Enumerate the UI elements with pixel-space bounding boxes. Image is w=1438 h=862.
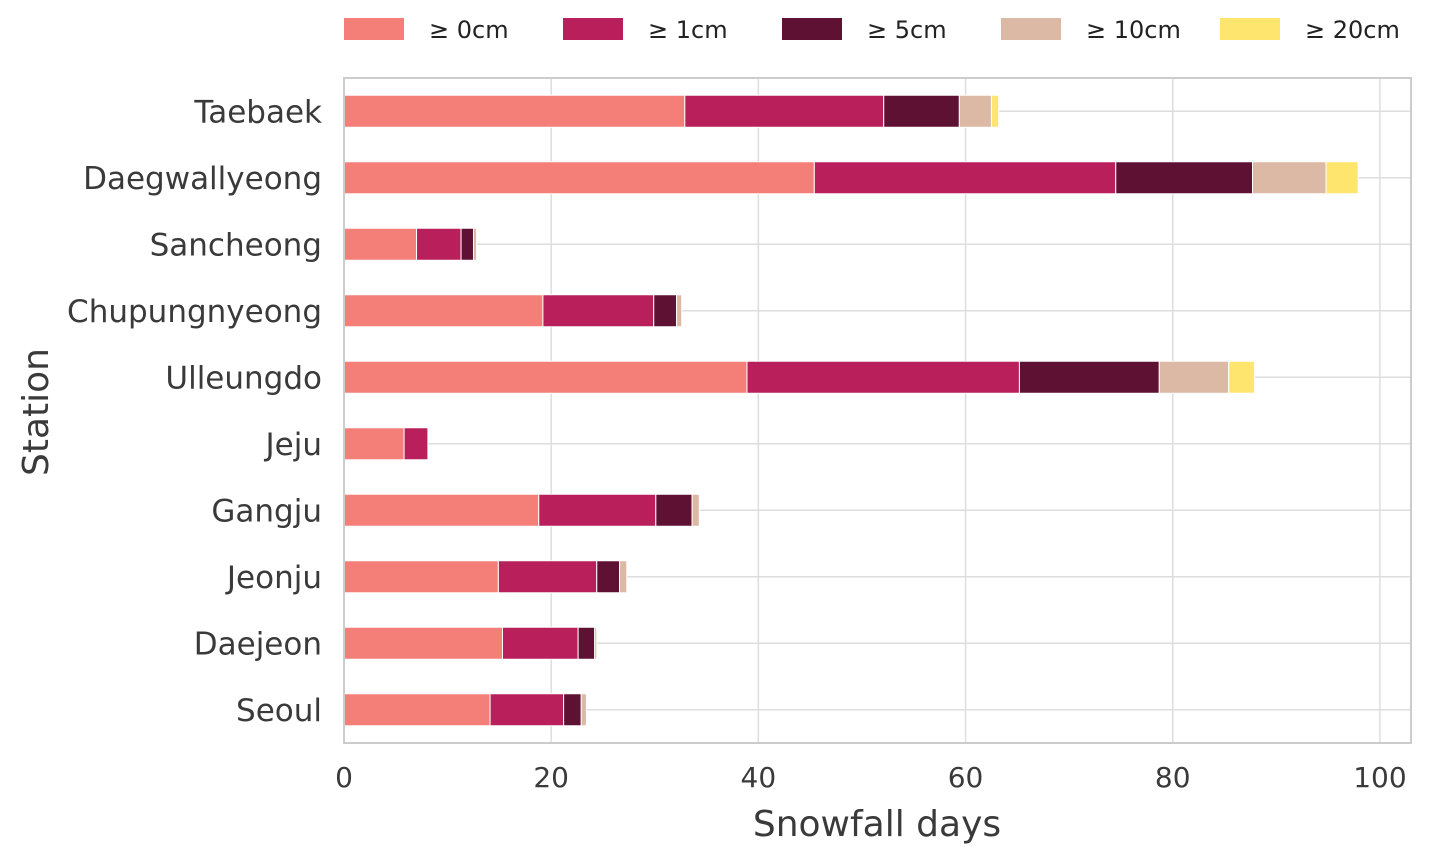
bar-segment bbox=[343, 626, 503, 660]
legend-swatch bbox=[1220, 18, 1280, 40]
bar-segment bbox=[538, 493, 657, 527]
bar-segment bbox=[501, 626, 579, 660]
bar-segment bbox=[958, 94, 992, 128]
bar-segment bbox=[619, 560, 628, 594]
bar-segment bbox=[542, 294, 655, 328]
bar-segment bbox=[1158, 360, 1230, 394]
bar-segment bbox=[594, 626, 598, 660]
y-tick-label: Jeju bbox=[264, 427, 322, 463]
bar-segment bbox=[472, 227, 478, 261]
x-tick-labels: 0 20 40 60 80 100 bbox=[335, 761, 1407, 794]
bar-segment bbox=[343, 294, 544, 328]
bar-segment bbox=[676, 294, 683, 328]
plot-frame bbox=[343, 77, 1412, 744]
bar-segment bbox=[343, 560, 499, 594]
legend-label: ≥ 5cm bbox=[867, 16, 947, 44]
x-tick-label: 60 bbox=[948, 761, 984, 794]
legend-label: ≥ 0cm bbox=[429, 16, 509, 44]
bar-segment bbox=[684, 94, 885, 128]
x-tick-label: 80 bbox=[1155, 761, 1191, 794]
y-tick-label: Chupungnyeong bbox=[67, 294, 322, 330]
bar-segment bbox=[343, 427, 405, 461]
legend-swatch bbox=[782, 18, 842, 40]
legend-label: ≥ 1cm bbox=[648, 16, 728, 44]
bar-segment bbox=[653, 294, 678, 328]
bar-segment bbox=[1252, 161, 1327, 195]
legend-label: ≥ 20cm bbox=[1305, 16, 1400, 44]
bar-segment bbox=[990, 94, 1000, 128]
y-tick-label: Taebaek bbox=[193, 94, 322, 130]
bars bbox=[343, 94, 1359, 727]
bar-segment bbox=[497, 560, 598, 594]
bar-segment bbox=[343, 693, 491, 727]
y-tick-labels: Taebaek Daegwallyeong Sancheong Chupungnyeo… bbox=[67, 94, 322, 729]
x-axis-label: Snowfall days bbox=[753, 804, 1001, 845]
bar-segment bbox=[1228, 360, 1256, 394]
legend-swatch bbox=[563, 18, 623, 40]
y-tick-label: Sancheong bbox=[150, 227, 322, 263]
bar-segment bbox=[343, 94, 686, 128]
y-tick-label: Daejeon bbox=[194, 626, 322, 662]
bar-segment bbox=[596, 560, 621, 594]
x-tick-label: 40 bbox=[741, 761, 777, 794]
bar-segment bbox=[580, 693, 587, 727]
bar-segment bbox=[1115, 161, 1254, 195]
bar-segment bbox=[691, 493, 700, 527]
legend: ≥ 0cm ≥ 1cm ≥ 5cm ≥ 10cm ≥ 20cm bbox=[344, 16, 1400, 44]
bar-segment bbox=[343, 227, 418, 261]
y-tick-label: Gangju bbox=[211, 493, 322, 529]
x-tick-label: 100 bbox=[1353, 761, 1406, 794]
legend-swatch bbox=[344, 18, 404, 40]
bar-segment bbox=[577, 626, 596, 660]
bar-segment bbox=[883, 94, 960, 128]
bar-segment bbox=[489, 693, 565, 727]
x-tick-label: 0 bbox=[335, 761, 353, 794]
bar-segment bbox=[403, 427, 429, 461]
bar-segment bbox=[1018, 360, 1160, 394]
bar-segment bbox=[813, 161, 1117, 195]
legend-label: ≥ 10cm bbox=[1086, 16, 1181, 44]
y-tick-label: Daegwallyeong bbox=[83, 161, 322, 197]
bar-segment bbox=[460, 227, 474, 261]
bar-segment bbox=[1325, 161, 1359, 195]
bar-segment bbox=[343, 493, 540, 527]
x-tick-label: 20 bbox=[533, 761, 569, 794]
bar-segment bbox=[746, 360, 1020, 394]
bar-segment bbox=[563, 693, 582, 727]
bar-segment bbox=[416, 227, 462, 261]
y-axis-label: Station bbox=[16, 348, 57, 476]
bar-segment bbox=[343, 161, 815, 195]
y-tick-label: Seoul bbox=[236, 693, 322, 729]
bar-segment bbox=[655, 493, 693, 527]
bar-segment bbox=[343, 360, 748, 394]
y-tick-label: Ulleungdo bbox=[165, 360, 322, 396]
y-tick-label: Jeonju bbox=[225, 560, 322, 596]
legend-swatch bbox=[1001, 18, 1061, 40]
